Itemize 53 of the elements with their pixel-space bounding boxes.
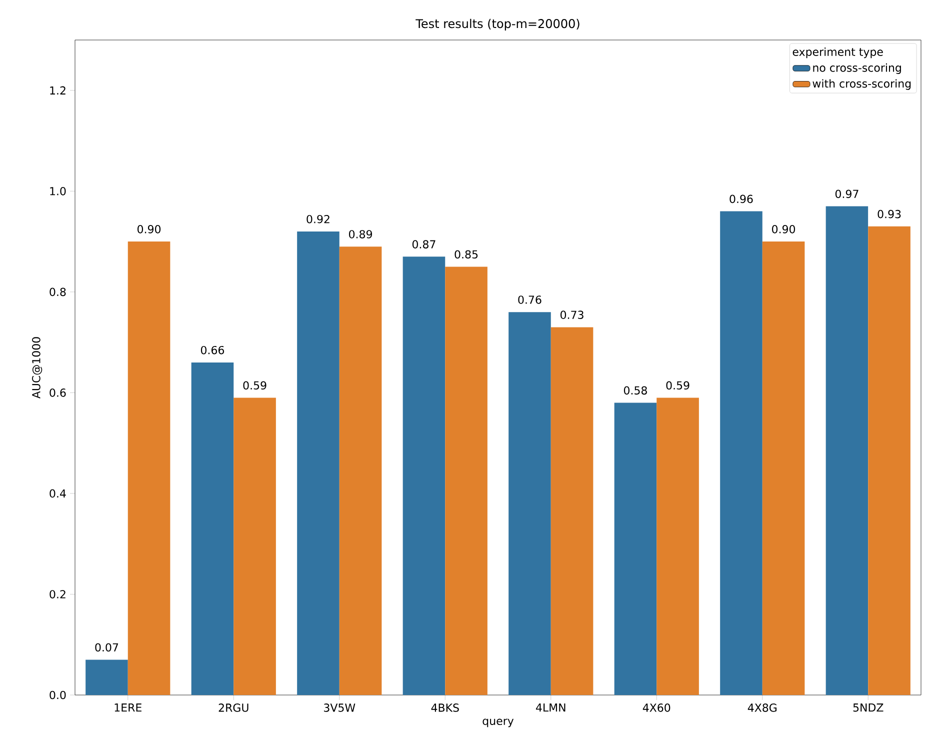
data-label: 0.58 [624, 386, 647, 395]
bar [402, 256, 446, 695]
data-label: 0.59 [666, 381, 690, 390]
x-tick-label: 5NDZ [853, 704, 884, 712]
legend-label: with cross-scoring [812, 79, 911, 90]
bar [508, 312, 551, 695]
bar [445, 266, 488, 695]
data-label: 0.66 [200, 346, 224, 354]
legend-label: no cross-scoring [813, 63, 901, 74]
bar [614, 402, 657, 695]
x-tick-label: 4X60 [642, 704, 670, 712]
bar [656, 398, 699, 695]
x-tick-label: 1ERE [114, 704, 142, 712]
y-axis-title: AUC@1000 [32, 337, 42, 399]
x-tick-label: 4LMN [536, 704, 566, 712]
bar [720, 211, 762, 695]
bar [826, 206, 868, 695]
bar [234, 398, 276, 695]
x-tick-label: 3V5W [324, 704, 356, 712]
y-tick-label: 0.8 [50, 288, 66, 296]
y-tick-label: 1.2 [50, 86, 66, 94]
y-tick-label: 1.0 [50, 187, 66, 196]
bar [762, 242, 805, 695]
data-label: 0.89 [349, 230, 372, 238]
data-label: 0.90 [772, 225, 796, 234]
bar [868, 226, 910, 695]
bar [297, 231, 340, 695]
y-tick-label: 0.4 [50, 489, 66, 498]
data-label: 0.59 [243, 381, 266, 390]
bar [550, 327, 594, 695]
data-label: 0.93 [878, 210, 901, 218]
data-label: 0.96 [730, 194, 753, 204]
data-label: 0.97 [835, 190, 858, 198]
data-label: 0.76 [518, 296, 542, 304]
y-tick-label: 0.0 [50, 690, 66, 700]
legend-title: experiment type [792, 47, 883, 58]
y-tick-label: 0.2 [50, 590, 66, 598]
bar [339, 246, 382, 695]
data-label: 0.85 [454, 250, 478, 259]
data-label: 0.07 [95, 643, 118, 652]
data-label: 0.90 [138, 225, 161, 234]
bar [86, 660, 128, 695]
data-label: 0.92 [306, 214, 330, 224]
y-tick-label: 0.6 [50, 388, 66, 397]
x-tick-label: 4X8G [748, 704, 776, 712]
data-label: 0.73 [560, 310, 584, 319]
bar [128, 242, 170, 695]
chart-title: Test results (top-m=20000) [416, 18, 580, 30]
x-tick-label: 2RGU [218, 704, 248, 712]
data-label: 0.87 [412, 240, 436, 248]
bar [191, 362, 234, 695]
x-axis-title: query [482, 718, 514, 728]
x-tick-label: 4BKS [431, 704, 459, 712]
